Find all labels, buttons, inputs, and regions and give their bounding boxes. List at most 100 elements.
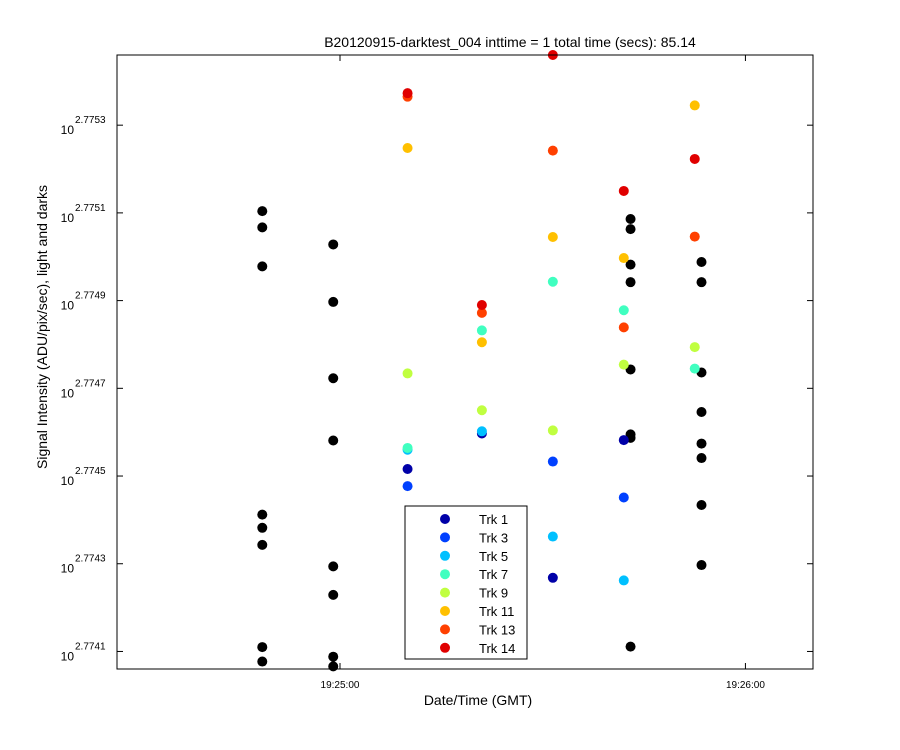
series-trk-7 — [402, 276, 700, 453]
legend-label: Trk 13 — [479, 622, 515, 637]
data-point — [618, 575, 629, 586]
legend-marker — [440, 550, 450, 561]
legend-label: Trk 9 — [479, 586, 508, 601]
legend-label: Trk 3 — [479, 530, 508, 545]
legend: Trk 1 Trk 3 Trk 5 Trk 7 Trk 9 Trk 11 Trk 13 Trk… — [404, 505, 528, 660]
dark-point — [328, 296, 339, 307]
legend-label: Trk 5 — [479, 549, 508, 564]
data-point — [476, 405, 487, 416]
y-tick-label: 102.7749 — [61, 291, 106, 313]
legend-marker — [440, 514, 450, 524]
y-tick-exponent: 2.7743 — [75, 554, 106, 565]
dark-point — [257, 509, 268, 520]
data-point — [547, 425, 558, 436]
data-point — [618, 253, 629, 264]
dark-point — [696, 257, 707, 268]
x-tick-label: 19:26:00 — [726, 680, 765, 691]
dark-point — [696, 438, 707, 449]
data-point — [402, 481, 413, 492]
dark-point — [696, 453, 707, 464]
y-tick-label: 102.7751 — [61, 203, 106, 225]
data-point — [689, 363, 700, 374]
data-point — [476, 307, 487, 318]
dark-point — [625, 214, 636, 225]
dark-point — [257, 206, 268, 217]
x-tick-label: 19:25:00 — [321, 680, 360, 691]
data-point — [402, 464, 413, 475]
data-point — [618, 185, 629, 196]
dark-point — [625, 224, 636, 235]
y-tick-base: 10 — [61, 562, 75, 576]
legend-marker — [440, 624, 450, 635]
dark-point — [625, 277, 636, 288]
legend-marker — [440, 642, 450, 653]
data-point — [689, 342, 700, 353]
dark-series — [257, 206, 268, 667]
legend-marker — [440, 606, 450, 616]
plot-frame — [116, 54, 814, 670]
dark-point — [257, 539, 268, 550]
data-point — [618, 435, 629, 446]
dark-point — [696, 560, 707, 571]
y-tick-exponent: 2.7741 — [75, 641, 106, 652]
data-point — [547, 232, 558, 243]
data-point — [402, 88, 413, 99]
dark-series — [696, 257, 707, 571]
data-point — [476, 337, 487, 348]
y-tick-base: 10 — [61, 123, 75, 137]
dark-point — [257, 222, 268, 233]
y-tick-label: 102.7745 — [61, 466, 106, 488]
legend-marker — [440, 532, 450, 543]
data-point — [476, 426, 487, 437]
data-point — [547, 276, 558, 287]
x-axis-label: Date/Time (GMT) — [424, 692, 532, 708]
series-trk-9 — [402, 342, 700, 436]
dark-point — [257, 642, 268, 653]
y-axis-label: Signal Intensity (ADU/pix/sec), light an… — [34, 185, 50, 469]
y-tick-exponent: 2.7745 — [75, 466, 106, 477]
data-point — [547, 572, 558, 583]
tick-marks — [117, 55, 813, 669]
data-point — [618, 492, 629, 503]
dark-point — [625, 259, 636, 270]
y-tick-label: 102.7747 — [61, 378, 106, 400]
legend-entry: Trk 11 — [440, 604, 514, 619]
legend-label: Trk 7 — [479, 567, 508, 582]
data-point — [402, 142, 413, 153]
legend-label: Trk 14 — [479, 641, 515, 656]
y-tick-labels: 102.7741102.7743102.7745102.7747102.7749… — [61, 115, 106, 663]
y-tick-exponent: 2.7751 — [75, 203, 106, 214]
dark-point — [328, 661, 339, 672]
data-point — [547, 145, 558, 156]
legend-marker — [440, 587, 450, 598]
legend-marker — [440, 569, 450, 580]
legend-entry: Trk 13 — [440, 622, 515, 637]
x-tick-labels: 19:25:00 19:26:00 — [321, 680, 766, 691]
dark-point — [696, 277, 707, 288]
dark-point — [328, 239, 339, 250]
legend-box — [404, 505, 528, 660]
dark-point — [625, 641, 636, 652]
y-tick-base: 10 — [61, 211, 75, 225]
data-point — [402, 368, 413, 379]
y-tick-exponent: 2.7747 — [75, 378, 106, 389]
dark-point — [328, 435, 339, 446]
y-tick-exponent: 2.7749 — [75, 291, 106, 302]
dark-point — [328, 373, 339, 384]
dark-point — [328, 651, 339, 662]
data-point — [689, 153, 700, 164]
data-point — [618, 359, 629, 370]
dark-point — [328, 561, 339, 572]
dark-point — [257, 261, 268, 272]
data-point — [689, 231, 700, 242]
data-point — [476, 299, 487, 310]
dark-point — [696, 499, 707, 510]
dark-point — [257, 656, 268, 667]
y-tick-exponent: 2.7753 — [75, 115, 106, 126]
y-tick-base: 10 — [61, 299, 75, 313]
y-tick-label: 102.7753 — [61, 115, 106, 137]
data-point — [547, 531, 558, 542]
data-point — [689, 100, 700, 111]
y-tick-label: 102.7743 — [61, 554, 106, 576]
legend-entry: Trk 9 — [440, 586, 508, 601]
